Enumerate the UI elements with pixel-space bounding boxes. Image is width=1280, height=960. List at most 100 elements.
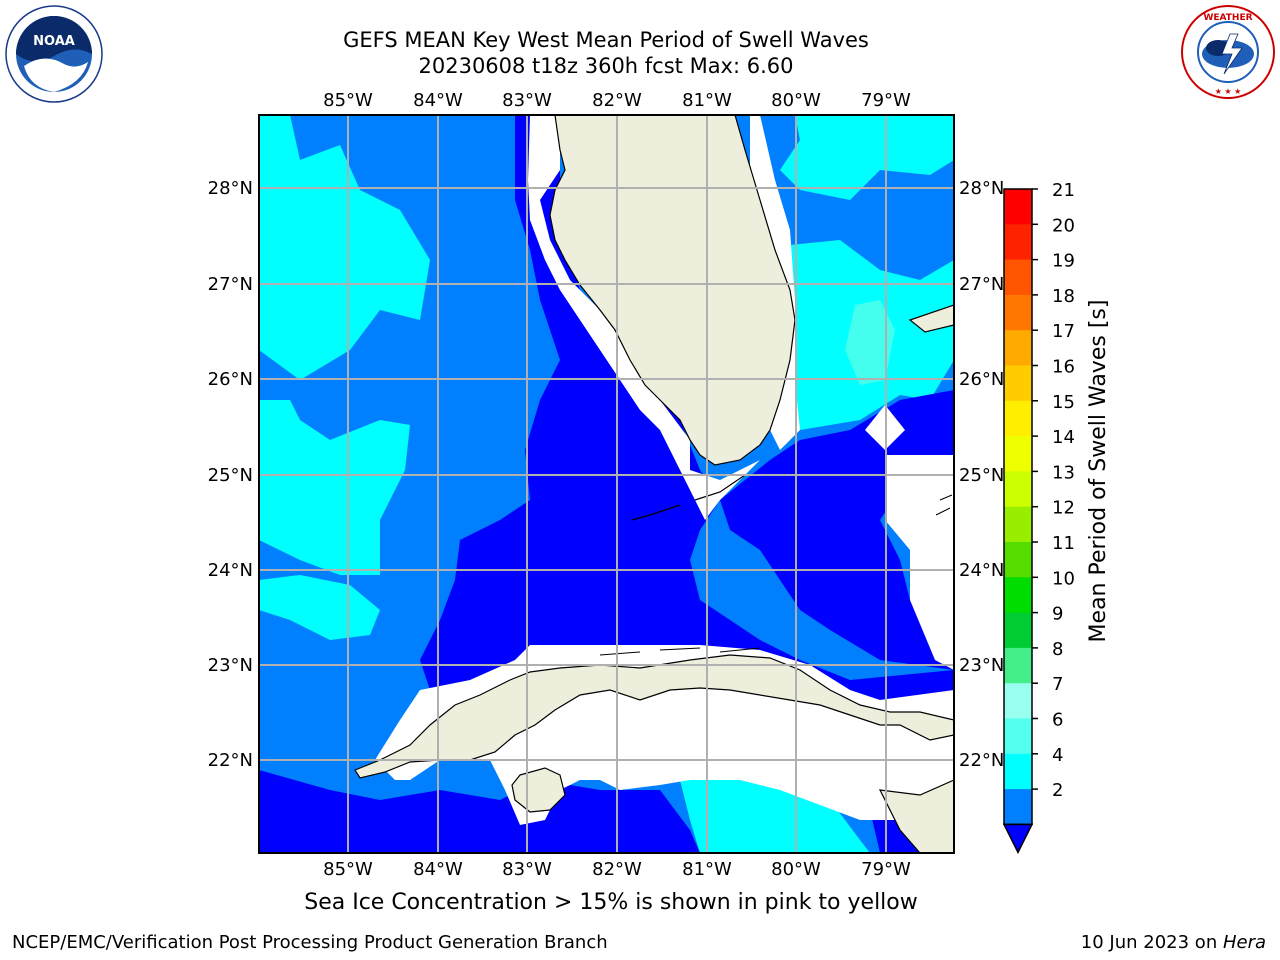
lat-label: 22°N <box>208 750 253 771</box>
lon-label: 83°W <box>502 90 552 111</box>
colorbar-segment <box>1004 506 1032 543</box>
lon-label: 81°W <box>682 90 732 111</box>
lat-label: 27°N <box>208 274 253 295</box>
andros-island <box>935 494 953 516</box>
colorbar-tick-label: 16 <box>1052 357 1075 378</box>
cyan-region-s <box>680 770 870 853</box>
lon-label: 85°W <box>323 90 373 111</box>
colorbar-tick-label: 10 <box>1052 568 1075 589</box>
colorbar-segment <box>1004 471 1032 508</box>
map-subtitle: 20230608 t18z 360h fcst Max: 6.60 <box>418 54 794 78</box>
cuba-north-keys <box>599 647 761 656</box>
footer-date: 10 Jun 2023 on Hera <box>1081 932 1266 953</box>
lon-label: 82°W <box>592 90 642 111</box>
colorbar-segment <box>1004 542 1032 578</box>
noaa-logo: NOAA <box>5 5 103 103</box>
colorbar-tick-label: 14 <box>1052 427 1075 448</box>
colorbar-tick-label: 18 <box>1052 286 1075 307</box>
colorbar-segment <box>1004 365 1032 402</box>
cyan-region-ne <box>780 115 954 200</box>
colorbar-tick-label: 12 <box>1052 498 1075 519</box>
cuba-land <box>354 654 954 779</box>
lon-label: 81°W <box>682 859 732 880</box>
colorbar-tick-label: 8 <box>1052 639 1063 660</box>
nws-logo: WEATHER ★ ★ ★ <box>1181 5 1275 99</box>
lat-label: 24°N <box>959 560 1004 581</box>
svg-text:★ ★ ★: ★ ★ ★ <box>1215 87 1242 96</box>
colorbar-segment <box>1004 753 1032 790</box>
colorbar-segment <box>1004 577 1032 614</box>
colorbar-segment <box>1004 294 1032 331</box>
colorbar-tick-label: 6 <box>1052 710 1063 731</box>
bahamas-land <box>908 304 954 333</box>
colorbar-tick-label: 17 <box>1052 321 1075 342</box>
lon-labels-bottom: 85°W 84°W 83°W 82°W 81°W 80°W 79°W <box>323 859 911 880</box>
lat-label: 28°N <box>208 178 253 199</box>
colorbar-segment <box>1004 400 1032 437</box>
colorbar-extend-triangle <box>1002 823 1034 855</box>
sea-ice-caption: Sea Ice Concentration > 15% is shown in … <box>304 890 918 915</box>
lon-label: 83°W <box>502 859 552 880</box>
colorbar-segment <box>1004 718 1032 755</box>
colorbar-segment <box>1004 647 1032 684</box>
lat-label: 25°N <box>959 465 1004 486</box>
lon-label: 79°W <box>861 90 911 111</box>
cyan-light-patch <box>845 300 895 385</box>
map-frame <box>258 114 955 854</box>
colorbar-segment <box>1004 259 1032 296</box>
lat-labels-right: 28°N 27°N 26°N 25°N 24°N 23°N 22°N <box>959 178 1004 771</box>
lat-label: 25°N <box>208 465 253 486</box>
colorbar-tick-label: 19 <box>1052 251 1075 272</box>
lat-label: 28°N <box>959 178 1004 199</box>
colorbar-segment <box>1004 789 1032 825</box>
colorbar-segment <box>1004 612 1032 649</box>
colorbar-tick-label: 15 <box>1052 392 1075 413</box>
colorbar-tick-label: 4 <box>1052 745 1063 766</box>
lat-label: 23°N <box>959 655 1004 676</box>
svg-text:WEATHER: WEATHER <box>1203 13 1252 23</box>
graticule <box>259 115 954 853</box>
colorbar-tick-label: 2 <box>1052 780 1063 801</box>
lat-label: 27°N <box>959 274 1004 295</box>
lat-labels-left: 28°N 27°N 26°N 25°N 24°N 23°N 22°N <box>208 178 253 771</box>
florida-land <box>549 115 796 466</box>
east-land <box>878 779 954 853</box>
lon-label: 84°W <box>413 859 463 880</box>
footer-branch: NCEP/EMC/Verification Post Processing Pr… <box>12 932 608 953</box>
lat-label: 26°N <box>208 369 253 390</box>
dark-blue-south <box>259 770 700 853</box>
map-title: GEFS MEAN Key West Mean Period of Swell … <box>343 28 869 52</box>
lon-label: 82°W <box>592 859 642 880</box>
svg-text:NOAA: NOAA <box>33 34 75 49</box>
cyan-region-sw <box>259 575 380 640</box>
cyan-region-nw <box>259 115 430 380</box>
florida-keys <box>631 474 746 521</box>
cyan-region-w <box>259 400 410 575</box>
lat-label: 22°N <box>959 750 1004 771</box>
isle-of-youth-land <box>511 767 566 813</box>
colorbar-label: Mean Period of Swell Waves [s] <box>1086 300 1111 643</box>
colorbar-segment <box>1004 224 1032 261</box>
footer-date-text: 10 Jun 2023 on <box>1080 932 1223 953</box>
colorbar-tick-label: 21 <box>1052 180 1075 201</box>
footer-system: Hera <box>1222 932 1266 953</box>
colorbar-tick-label: 7 <box>1052 674 1063 695</box>
colorbar: 21 20 19 18 17 16 15 14 13 12 11 10 9 8 7 6 4 2 <box>1002 180 1075 855</box>
no-data-andros <box>885 455 954 670</box>
colorbar-segment <box>1004 330 1032 366</box>
no-data-florida-west <box>528 115 760 520</box>
colorbar-segment <box>1004 683 1032 719</box>
lon-label: 80°W <box>771 859 821 880</box>
lon-labels-top: 85°W 84°W 83°W 82°W 81°W 80°W 79°W <box>323 90 911 111</box>
colorbar-segment <box>1004 189 1032 225</box>
lat-label: 24°N <box>208 560 253 581</box>
lat-label: 26°N <box>959 369 1004 390</box>
colorbar-tick-label: 13 <box>1052 462 1075 483</box>
lon-label: 80°W <box>771 90 821 111</box>
colorbar-tick-label: 11 <box>1052 533 1075 554</box>
colorbar-tick-label: 20 <box>1052 215 1075 236</box>
colorbar-segment <box>1004 436 1032 472</box>
lat-label: 23°N <box>208 655 253 676</box>
lon-label: 79°W <box>861 859 911 880</box>
